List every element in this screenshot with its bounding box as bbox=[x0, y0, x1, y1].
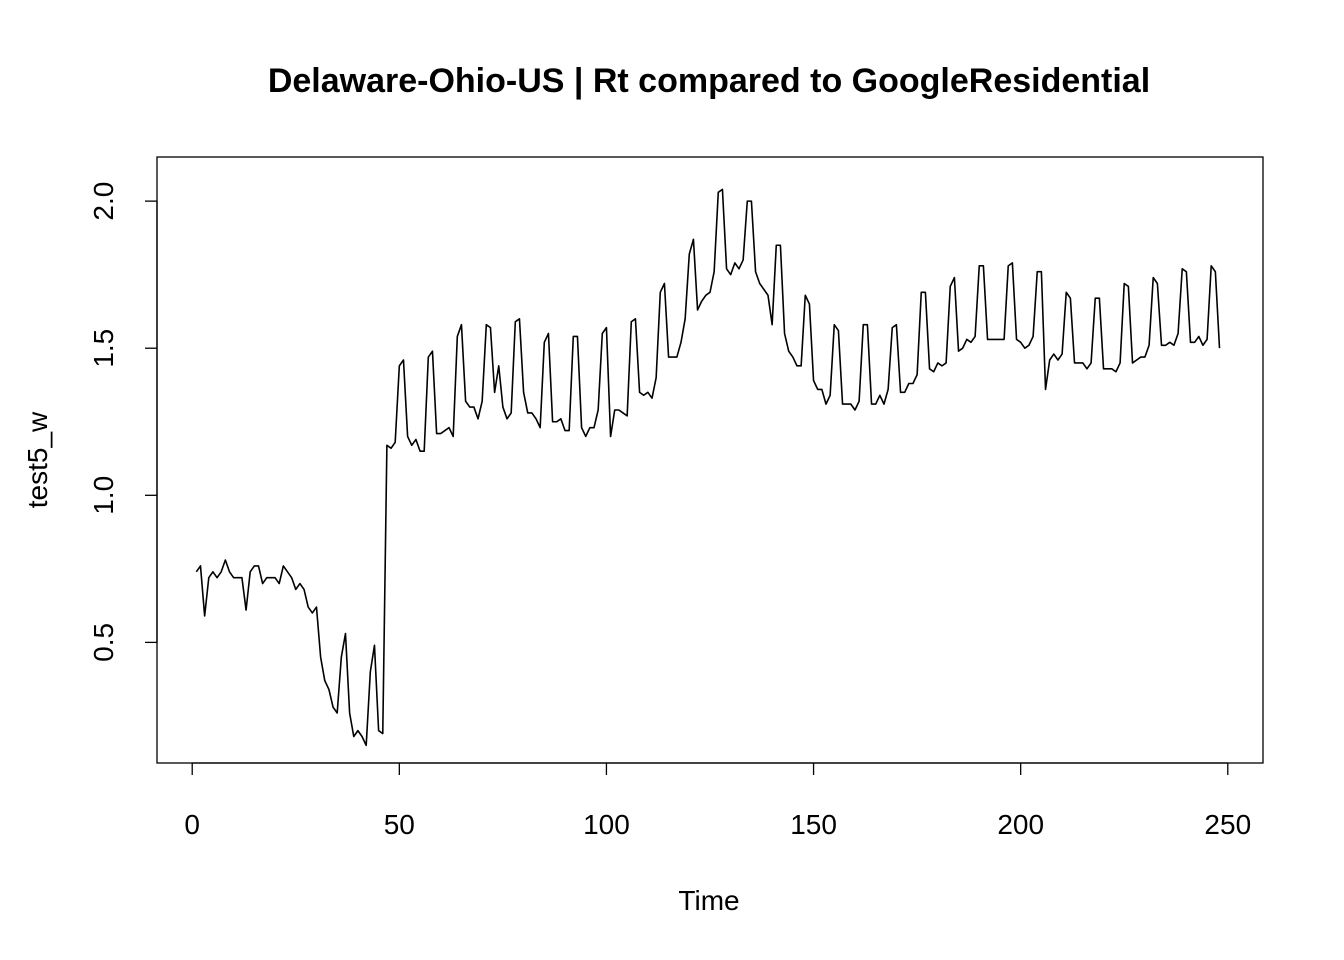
y-tick-label: 1.0 bbox=[88, 476, 119, 515]
x-tick-label: 200 bbox=[997, 809, 1044, 840]
chart-title: Delaware-Ohio-US | Rt compared to Google… bbox=[268, 62, 1150, 100]
series-line bbox=[195, 188, 1221, 747]
y-axis-label: test5_w bbox=[22, 411, 53, 508]
y-tick-label: 2.0 bbox=[88, 182, 119, 221]
x-tick-label: 150 bbox=[790, 809, 837, 840]
y-tick-label: 0.5 bbox=[88, 623, 119, 662]
series-group bbox=[195, 188, 1221, 747]
x-tick-label: 50 bbox=[384, 809, 415, 840]
x-tick-label: 250 bbox=[1204, 809, 1251, 840]
y-tick-label: 1.5 bbox=[88, 329, 119, 368]
x-tick-label: 100 bbox=[583, 809, 630, 840]
x-tick-label: 0 bbox=[184, 809, 200, 840]
x-axis-label: Time bbox=[678, 885, 739, 916]
x-axis: 0 50 100 150 200 250 bbox=[184, 762, 1251, 840]
y-axis: 0.5 1.0 1.5 2.0 bbox=[88, 182, 158, 662]
